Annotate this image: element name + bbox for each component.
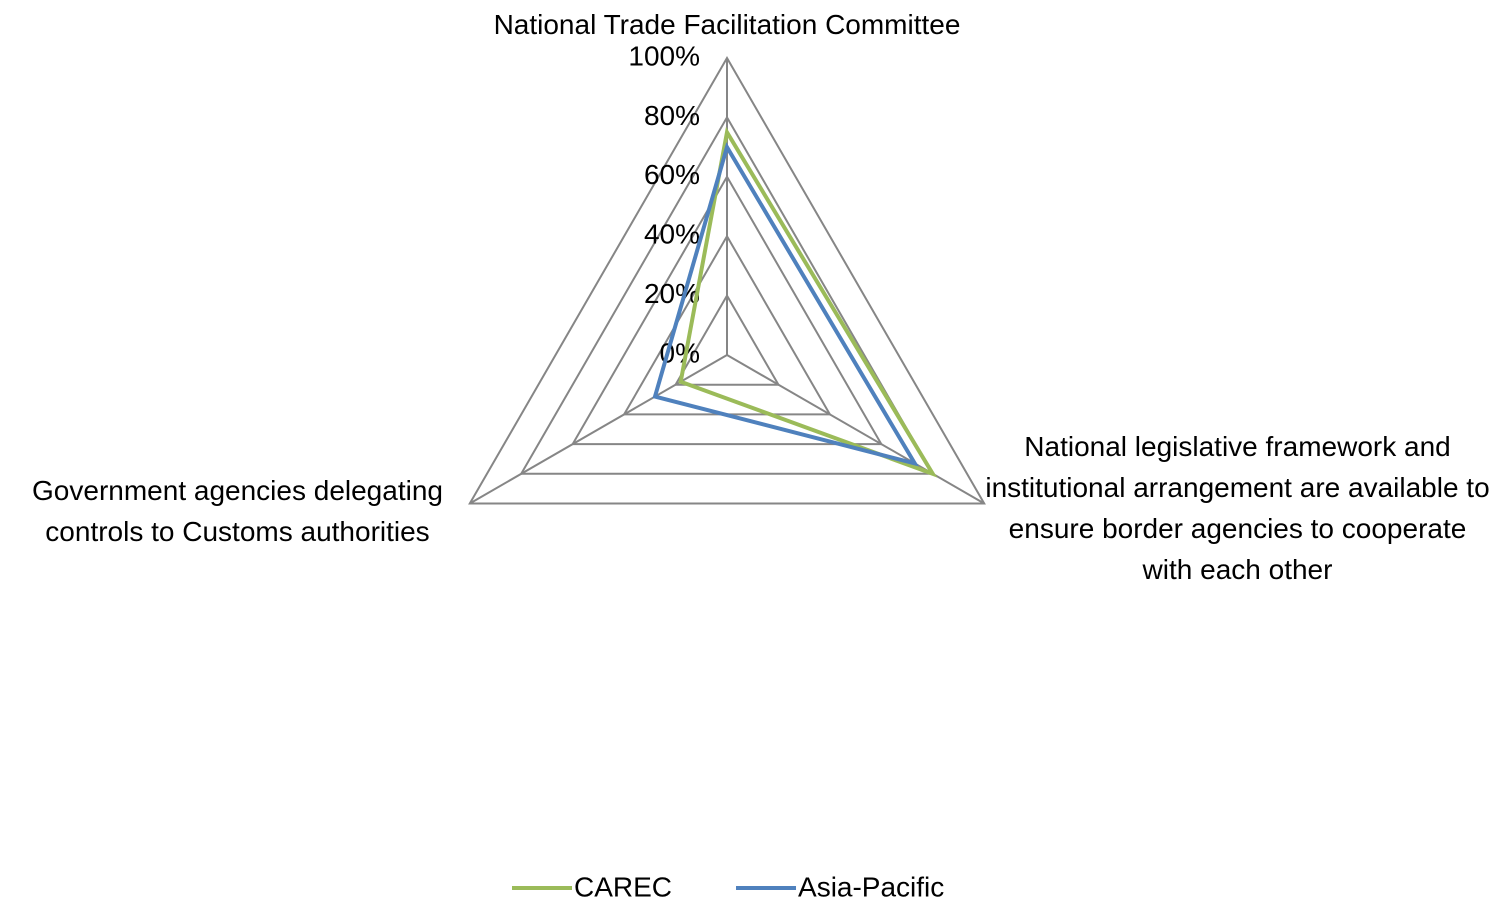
tick-label: 60% — [644, 159, 700, 190]
axis-label: Government agencies delegating controls … — [32, 475, 443, 547]
series-line — [652, 142, 919, 467]
tick-label: 20% — [644, 278, 700, 309]
axis-label: National Trade Facilitation Committee — [493, 9, 961, 40]
series-line — [678, 126, 938, 478]
grid-ring — [570, 174, 884, 446]
tick-label: 80% — [644, 100, 700, 131]
axis-spoke — [726, 354, 985, 505]
grid-ring — [673, 293, 781, 386]
tick-label: 40% — [644, 219, 700, 250]
legend-label: Asia-Pacific — [798, 871, 944, 902]
axis-label: National legislative framework and insti… — [985, 431, 1490, 585]
grid-ring — [468, 55, 986, 505]
grid-ring — [519, 115, 935, 475]
legend-label: CAREC — [574, 871, 672, 902]
tick-label: 100% — [628, 40, 700, 71]
axis-spoke — [469, 354, 728, 505]
